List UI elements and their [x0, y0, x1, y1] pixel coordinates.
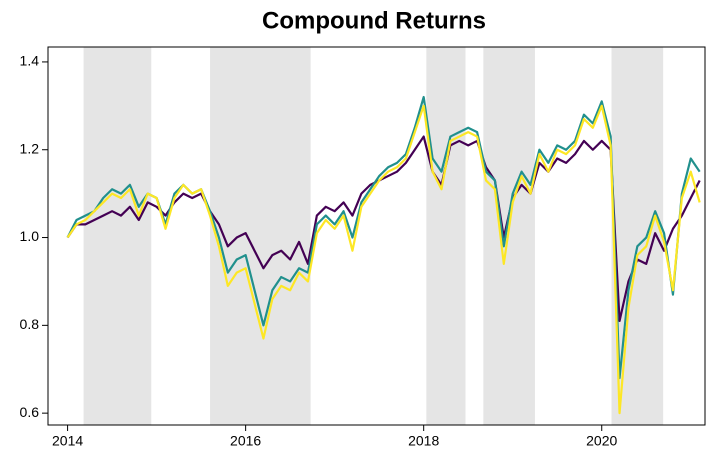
- x-tick-label: 2018: [408, 433, 439, 449]
- series-line: [66, 135, 701, 323]
- y-tick-label: 1.2: [20, 140, 40, 156]
- plot-frame: [47, 46, 706, 426]
- y-tick-label: 0.6: [20, 404, 40, 420]
- chart-title: Compound Returns: [262, 7, 486, 34]
- x-tick-label: 2014: [52, 433, 83, 449]
- shaded-region: [83, 47, 152, 425]
- y-tick-label: 0.8: [20, 316, 40, 332]
- series-line: [66, 104, 701, 415]
- shaded-region: [210, 47, 311, 425]
- shaded-region: [483, 47, 535, 425]
- series-line: [66, 95, 701, 380]
- shaded-region: [426, 47, 466, 425]
- x-tick-label: 2020: [586, 433, 617, 449]
- y-tick-label: 1.4: [20, 53, 40, 69]
- y-tick-label: 1.0: [20, 228, 40, 244]
- x-tick-label: 2016: [230, 433, 261, 449]
